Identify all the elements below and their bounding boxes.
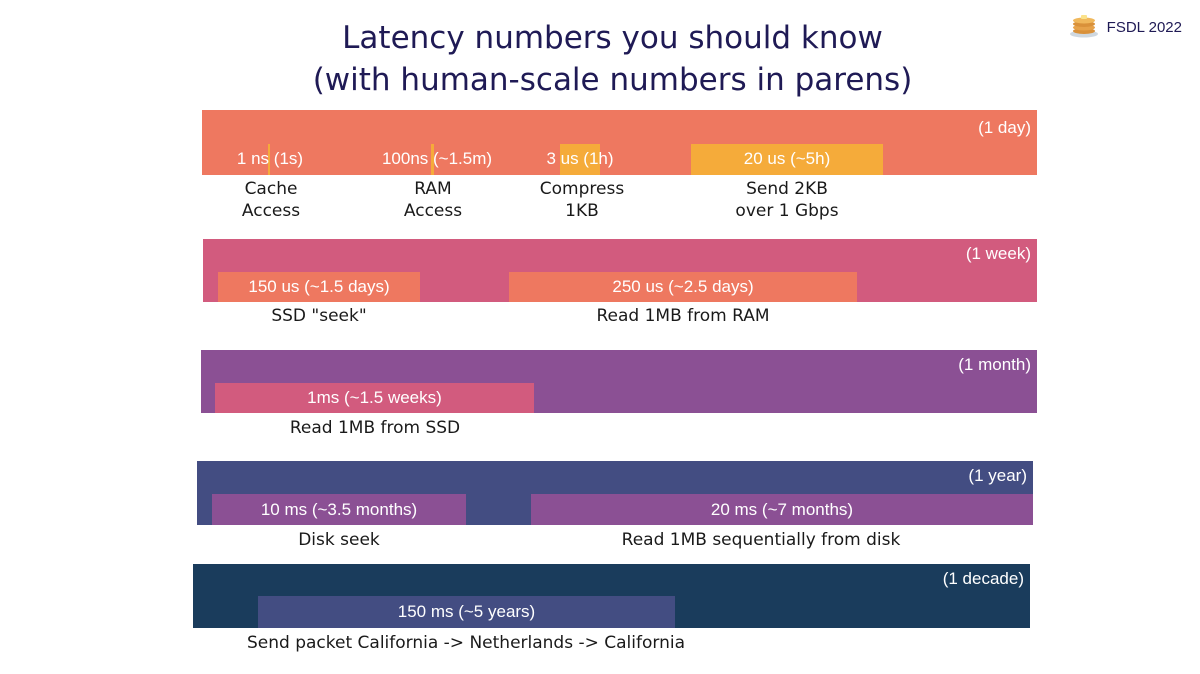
bar-read-1mb-disk: 20 ms (~7 months) [531, 494, 1033, 525]
bar-send-2kb [691, 144, 883, 175]
caption-compress-1kb: Compress 1KB [522, 178, 642, 222]
caption-cache-access: Cache Access [221, 178, 321, 222]
bar-read-1mb-ssd: 1ms (~1.5 weeks) [215, 383, 534, 413]
caption-line: Read 1MB from SSD [289, 418, 461, 438]
caption-line: over 1 Gbps [735, 201, 839, 221]
caption-line: Read 1MB from RAM [596, 306, 770, 326]
bar-disk-seek: 10 ms (~3.5 months) [212, 494, 466, 525]
caption-line: Send 2KB [746, 179, 828, 199]
caption-line: Send packet California -> Netherlands ->… [247, 633, 685, 653]
value-label: 10 ms (~3.5 months) [260, 499, 418, 519]
bar-compress-1kb [560, 144, 600, 175]
caption-line: Read 1MB sequentially from disk [621, 530, 901, 550]
bar-cache-access [268, 144, 270, 175]
caption-read-1mb-ssd: Read 1MB from SSD [250, 417, 500, 439]
scale-label: (1 week) [965, 244, 1031, 263]
caption-line: Compress [539, 179, 625, 199]
value-label: 100ns (~1.5m) [381, 149, 493, 168]
caption-disk-seek: Disk seek [239, 529, 439, 551]
value-label: 150 us (~1.5 days) [248, 277, 390, 296]
caption-line: 1KB [565, 201, 599, 221]
scale-label: (1 year) [968, 466, 1027, 485]
caption-line: RAM [414, 179, 452, 199]
brand-badge: FSDL 2022 [1069, 12, 1182, 43]
scale-label: (1 decade) [942, 569, 1024, 588]
slide-title-line-1: Latency numbers you should know [342, 20, 883, 56]
value-label: 20 us (~5h) [743, 149, 831, 168]
scale-label: (1 day) [978, 118, 1031, 137]
scale-label: (1 month) [958, 355, 1031, 374]
value-label: 1ms (~1.5 weeks) [307, 388, 442, 407]
value-label: 250 us (~2.5 days) [612, 277, 754, 296]
slide-title-line-2: (with human-scale numbers in parens) [312, 62, 913, 98]
caption-read-1mb-ram: Read 1MB from RAM [558, 305, 808, 327]
bar-ram-access [431, 144, 434, 175]
pancake-stack-icon [1069, 12, 1099, 43]
caption-send-packet: Send packet California -> Netherlands ->… [216, 632, 716, 654]
caption-line: Cache [244, 179, 298, 199]
caption-line: Access [403, 201, 463, 221]
caption-send-2kb: Send 2KB over 1 Gbps [717, 178, 857, 222]
caption-line: Disk seek [298, 530, 380, 550]
caption-line: SSD "seek" [271, 306, 367, 326]
caption-ram-access: RAM Access [383, 178, 483, 222]
caption-ssd-seek: SSD "seek" [219, 305, 419, 327]
caption-line: Access [241, 201, 301, 221]
bar-ssd-seek: 150 us (~1.5 days) [218, 272, 420, 302]
caption-read-1mb-disk: Read 1MB sequentially from disk [586, 529, 936, 551]
brand-label: FSDL 2022 [1106, 19, 1182, 36]
value-label: 3 us (1h) [546, 149, 614, 168]
value-label: 150 ms (~5 years) [397, 602, 536, 621]
band-day: (1 day) [202, 110, 1037, 175]
value-label: 1 ns (1s) [236, 149, 304, 168]
bar-read-1mb-ram: 250 us (~2.5 days) [509, 272, 857, 302]
bar-send-packet: 150 ms (~5 years) [258, 596, 675, 628]
value-label: 20 ms (~7 months) [710, 499, 854, 519]
